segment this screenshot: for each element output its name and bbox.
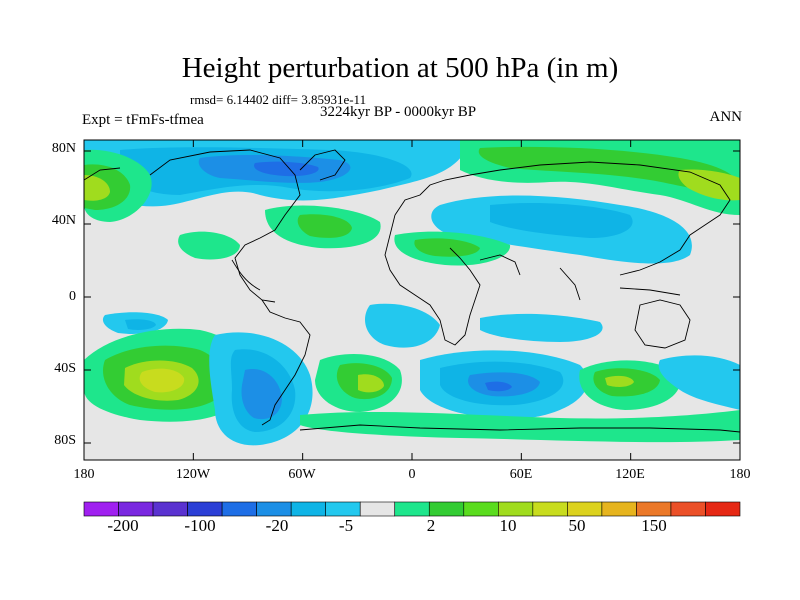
colorbar-swatch: [567, 501, 603, 517]
colorbar-swatch: [359, 501, 396, 517]
colorbar-swatch: [636, 501, 672, 517]
colorbar-label: 10: [499, 516, 517, 535]
lon-tick-label: 180: [729, 467, 751, 482]
colorbar-swatch: [463, 501, 499, 517]
lat-tick-label: 40S: [54, 361, 76, 376]
rmsd-diff-stats: rmsd= 6.14402 diff= 3.85931e-11: [190, 92, 367, 107]
colorbar-swatch: [498, 501, 534, 517]
lon-tick-label: 120E: [615, 467, 645, 482]
colorbar-swatch: [221, 501, 257, 517]
colorbar-swatch: [256, 501, 292, 517]
colorbar-swatch: [705, 501, 741, 517]
season-label: ANN: [709, 109, 743, 125]
colorbar-swatch: [394, 501, 430, 517]
coastlines: [84, 149, 740, 433]
lat-tick-label: 80S: [54, 433, 76, 448]
colorbar-swatch: [83, 501, 119, 517]
anomaly-contours: [84, 140, 740, 446]
colorbar-label: 150: [641, 516, 667, 535]
colorbar-label: -5: [338, 516, 354, 535]
lon-tick-label: 60W: [288, 467, 316, 482]
colorbar-label: 2: [426, 516, 436, 535]
colorbar-swatch: [601, 501, 637, 517]
colorbar-label: 50: [568, 516, 586, 535]
plot-title: Height perturbation at 500 hPa (in m): [181, 52, 619, 84]
colorbar-label: -200: [107, 516, 139, 535]
experiment-label: Expt = tFmFs-tfmea: [82, 112, 204, 128]
lon-tick-label: 60E: [509, 467, 533, 482]
colorbar-label: -100: [184, 516, 216, 535]
colorbar-swatch: [118, 501, 154, 517]
lon-tick-label: 0: [408, 467, 416, 482]
colorbar-label: -20: [265, 516, 289, 535]
lon-tick-label: 180: [73, 467, 95, 482]
lon-tick-label: 120W: [175, 467, 211, 482]
colorbar-swatch: [290, 501, 326, 517]
colorbar-swatch: [532, 501, 568, 517]
lat-tick-label: 80N: [51, 141, 76, 156]
colorbar-swatch: [670, 501, 706, 517]
colorbar-swatch: [428, 501, 465, 517]
lat-tick-label: 40N: [51, 213, 76, 228]
axis-ticks: [83, 140, 741, 460]
time-period: 3224kyr BP - 0000kyr BP: [320, 104, 477, 120]
colorbar-swatch: [325, 501, 361, 517]
lat-tick-label: 0: [69, 289, 76, 304]
colorbar-swatch: [187, 501, 223, 517]
colorbar-swatch: [152, 501, 188, 517]
